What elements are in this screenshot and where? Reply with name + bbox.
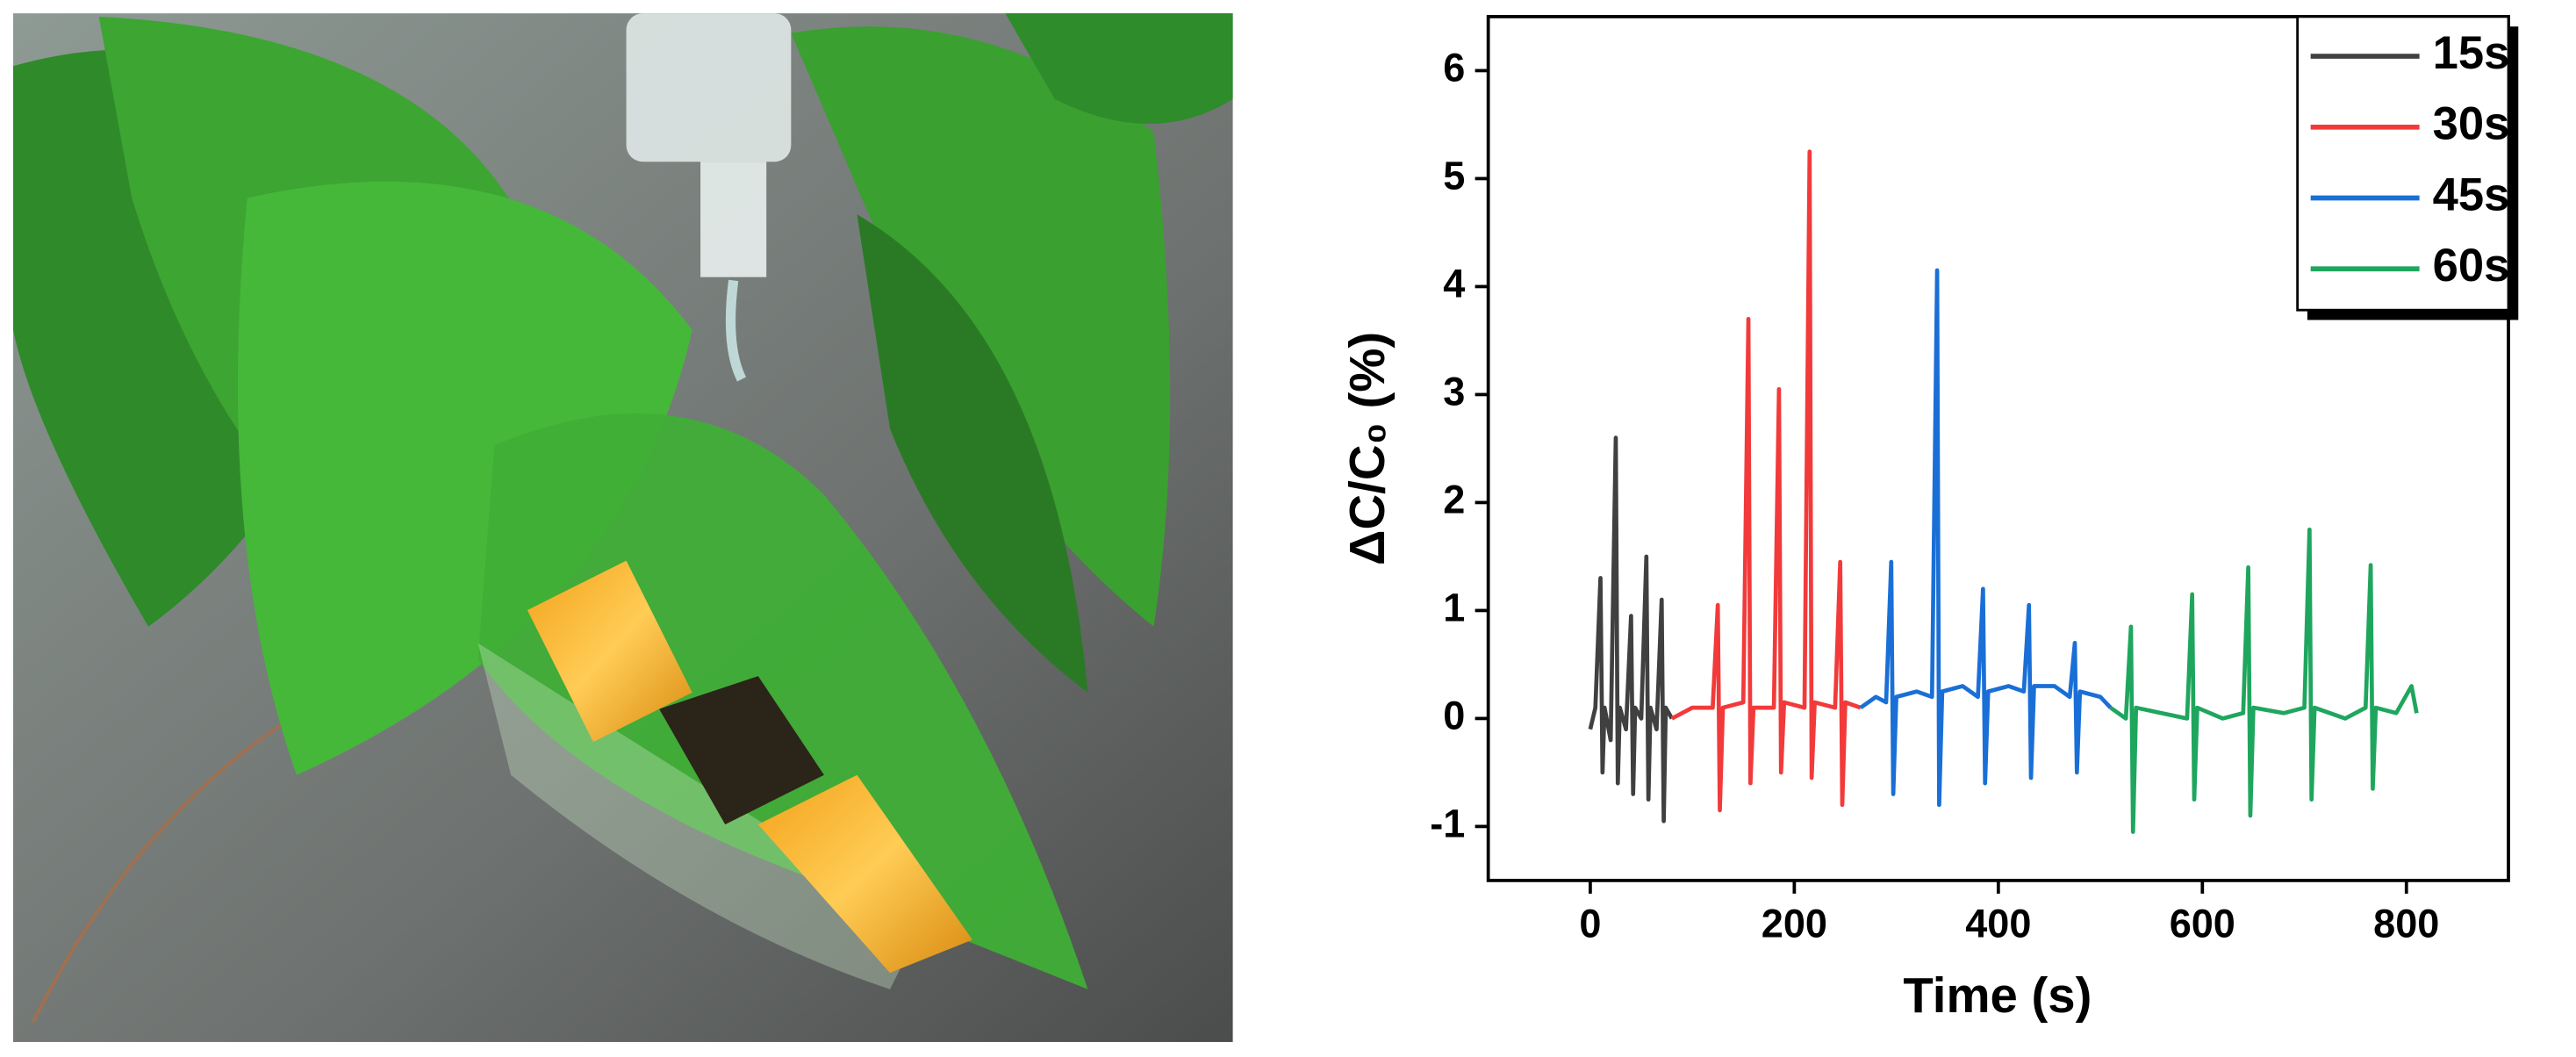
x-tick-label: 0 xyxy=(1579,901,1601,946)
y-tick-label: 6 xyxy=(1443,45,1465,90)
x-tick-label: 600 xyxy=(2170,901,2235,946)
x-tick-label: 200 xyxy=(1762,901,1827,946)
x-axis-label: Time (s) xyxy=(1903,967,2092,1023)
y-tick-label: 1 xyxy=(1443,585,1465,629)
y-tick-label: 5 xyxy=(1443,153,1465,198)
y-axis-label: ΔC/C₀ (%) xyxy=(1339,332,1395,565)
x-tick-label: 400 xyxy=(1965,901,2031,946)
chart: Time (s) ΔC/C₀ (%) 0 200 400 600 800-1012345… xyxy=(1339,15,2519,1023)
y-tick-label: -1 xyxy=(1430,801,1465,845)
plot-frame xyxy=(1486,15,2510,882)
legend-label: 60s xyxy=(2433,240,2510,291)
y-tick-label: 0 xyxy=(1443,693,1465,737)
y-tick-label: 2 xyxy=(1443,477,1465,521)
data-line xyxy=(1670,149,1862,813)
photo xyxy=(13,13,1233,1042)
data-line xyxy=(1588,435,1674,823)
x-tick-label: 800 xyxy=(2373,901,2439,946)
y-tick-label: 4 xyxy=(1443,261,1465,306)
data-line xyxy=(1859,268,2113,808)
legend-label: 45s xyxy=(2433,169,2510,220)
legend-label: 30s xyxy=(2433,98,2510,150)
data-line xyxy=(2109,527,2419,834)
legend xyxy=(2296,15,2510,312)
y-tick-label: 3 xyxy=(1443,369,1465,413)
legend-label: 15s xyxy=(2433,27,2510,79)
